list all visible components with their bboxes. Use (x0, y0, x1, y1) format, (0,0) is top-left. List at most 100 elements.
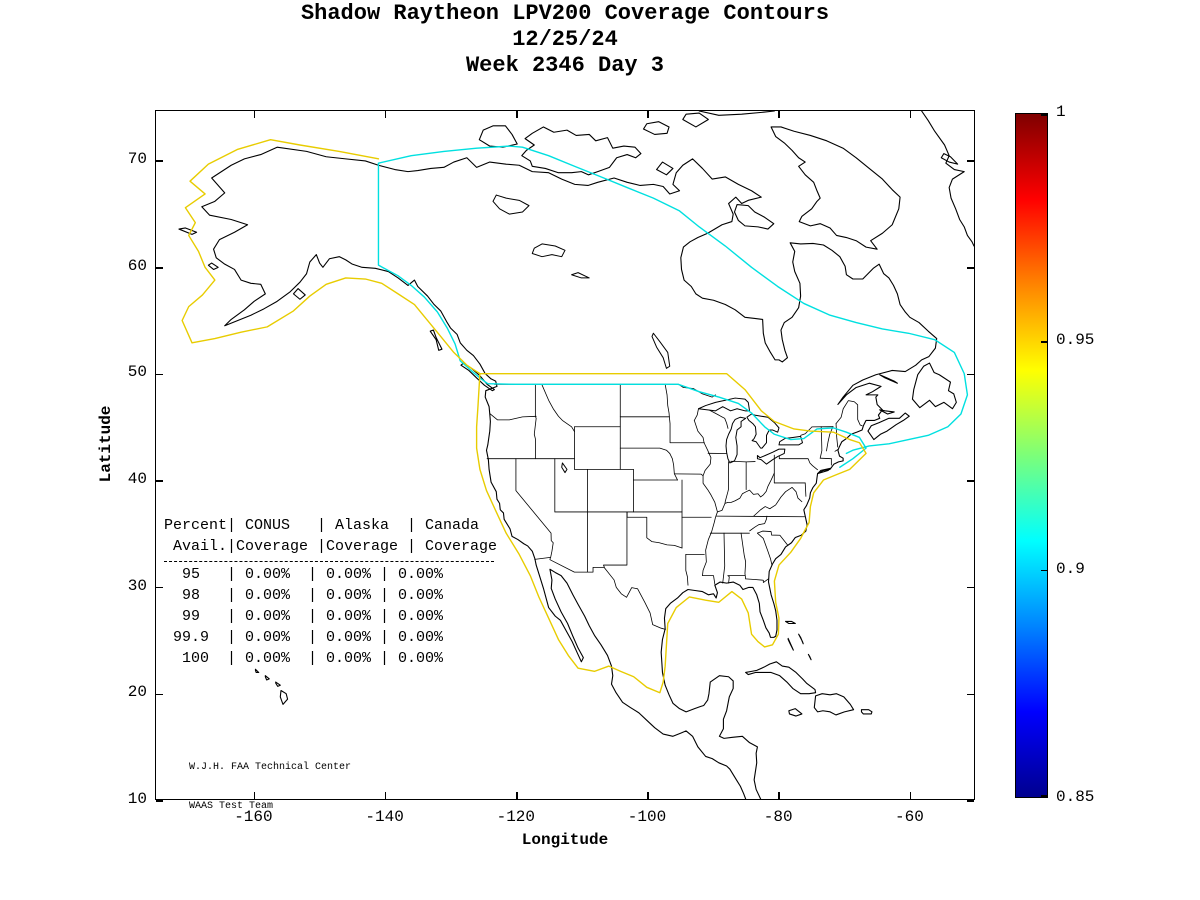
state-border-path (709, 409, 729, 429)
y-tick-label: 40 (127, 470, 147, 489)
map-svg (178, 111, 974, 799)
coverage-table-header: Avail.|Coverage |Coverage | Coverage (164, 538, 498, 555)
y-tick-mark (967, 586, 974, 589)
coastline-path (940, 153, 959, 165)
coastline-path (879, 374, 898, 384)
y-tick-label: 30 (127, 576, 147, 595)
coastline-path (521, 126, 642, 176)
coverage-table-row: 98 | 0.00% | 0.00% | 0.00% (164, 587, 444, 604)
state-border-path (757, 530, 788, 546)
lake-path (697, 397, 751, 412)
coastline-path (254, 668, 260, 674)
x-tick-label: -140 (365, 808, 404, 826)
coverage-table-header: Percent| CONUS | Alaska | Canada (164, 517, 480, 534)
coastline-path (770, 126, 901, 250)
credit-line-1: W.J.H. FAA Technical Center (189, 762, 352, 773)
state-border-path (664, 383, 670, 418)
coastline-path (275, 681, 281, 687)
state-border-path (778, 455, 818, 471)
state-border-path (534, 557, 666, 630)
coastline-path (264, 675, 270, 681)
coastline-path (785, 620, 796, 625)
x-axis-label: Longitude (521, 831, 609, 849)
coastline-path (813, 693, 855, 716)
y-tick-mark (156, 160, 163, 162)
state-border-path (693, 420, 718, 577)
coastline-path (178, 227, 198, 235)
x-tick-mark (253, 111, 256, 118)
colorbar-tick-mark (1041, 569, 1047, 572)
x-tick-mark (516, 111, 518, 118)
x-tick-label: -120 (496, 808, 535, 826)
colorbar-tick-label: 0.95 (1056, 331, 1095, 350)
state-border-path (834, 449, 839, 452)
x-tick-mark (253, 792, 256, 799)
coastline-path (911, 362, 957, 410)
y-tick-label: 10 (127, 790, 147, 808)
y-tick-label: 20 (127, 683, 147, 702)
title-line-1: Shadow Raytheon LPV200 Coverage Contours (300, 1, 830, 26)
lake-path (778, 435, 804, 446)
coverage-table-row: 99.9 | 0.00% | 0.00% | 0.00% (164, 629, 444, 646)
coastline-path (201, 146, 938, 799)
state-border-path (693, 408, 699, 421)
y-tick-mark (967, 267, 974, 269)
x-tick-mark (647, 792, 649, 799)
contour-yellow-path (181, 139, 481, 375)
state-border-path (489, 413, 537, 421)
y-tick-mark (156, 800, 163, 802)
state-border-path (668, 416, 705, 444)
state-border-path (835, 400, 863, 427)
x-tick-mark (516, 792, 518, 799)
state-border-path (753, 487, 793, 517)
coastline-path (292, 288, 306, 300)
y-tick-mark (967, 373, 974, 376)
coastline-path (788, 708, 803, 717)
colorbar-gradient (1016, 114, 1047, 797)
coastline-path (921, 111, 974, 247)
coastline-path (478, 125, 518, 148)
title-line-3: Week 2346 Day 3 (465, 53, 665, 78)
state-border-path (757, 532, 773, 565)
credit-text: W.J.H. FAA Technical Center WAAS Test Te… (189, 735, 351, 839)
coverage-table-row: 100 | 0.00% | 0.00% | 0.00% (164, 650, 444, 667)
coastline-path (207, 262, 219, 270)
state-border-path (702, 575, 716, 585)
y-tick-mark (967, 160, 974, 162)
state-border-path (804, 482, 807, 497)
colorbar-tick-label: 1 (1056, 103, 1066, 121)
coastline-path (817, 467, 832, 475)
y-tick-mark (156, 586, 163, 589)
y-axis-label: Latitude (97, 405, 115, 483)
x-tick-mark (909, 792, 912, 799)
coastline-path (745, 661, 817, 695)
state-border-path (745, 578, 769, 583)
y-tick-label: 70 (127, 150, 147, 169)
credit-line-2: WAAS Test Team (189, 801, 274, 812)
state-border-path (791, 487, 803, 503)
y-tick-mark (156, 267, 163, 269)
state-border-path (730, 460, 756, 463)
lake-path (756, 448, 786, 465)
colorbar-tick-mark (1041, 795, 1047, 797)
figure-title: Shadow Raytheon LPV200 Coverage Contours… (155, 1, 975, 79)
coastline-path (798, 633, 804, 645)
x-tick-mark (778, 111, 780, 118)
x-tick-mark (384, 111, 387, 118)
lake-path (571, 272, 590, 279)
coastline-path (429, 329, 443, 351)
state-border-path (626, 511, 683, 549)
state-border-path (749, 515, 768, 532)
coastline-path (682, 112, 709, 128)
lake-path (725, 416, 747, 464)
state-border-path (515, 458, 554, 558)
coastline-path (860, 709, 873, 715)
x-tick-label: -60 (894, 808, 924, 826)
x-tick-mark (647, 111, 649, 118)
state-border-path (800, 426, 813, 436)
state-border-path (715, 515, 805, 518)
contour-cyan-path (377, 162, 867, 468)
state-border-path (724, 461, 729, 504)
colorbar-tick-mark (1041, 341, 1047, 343)
